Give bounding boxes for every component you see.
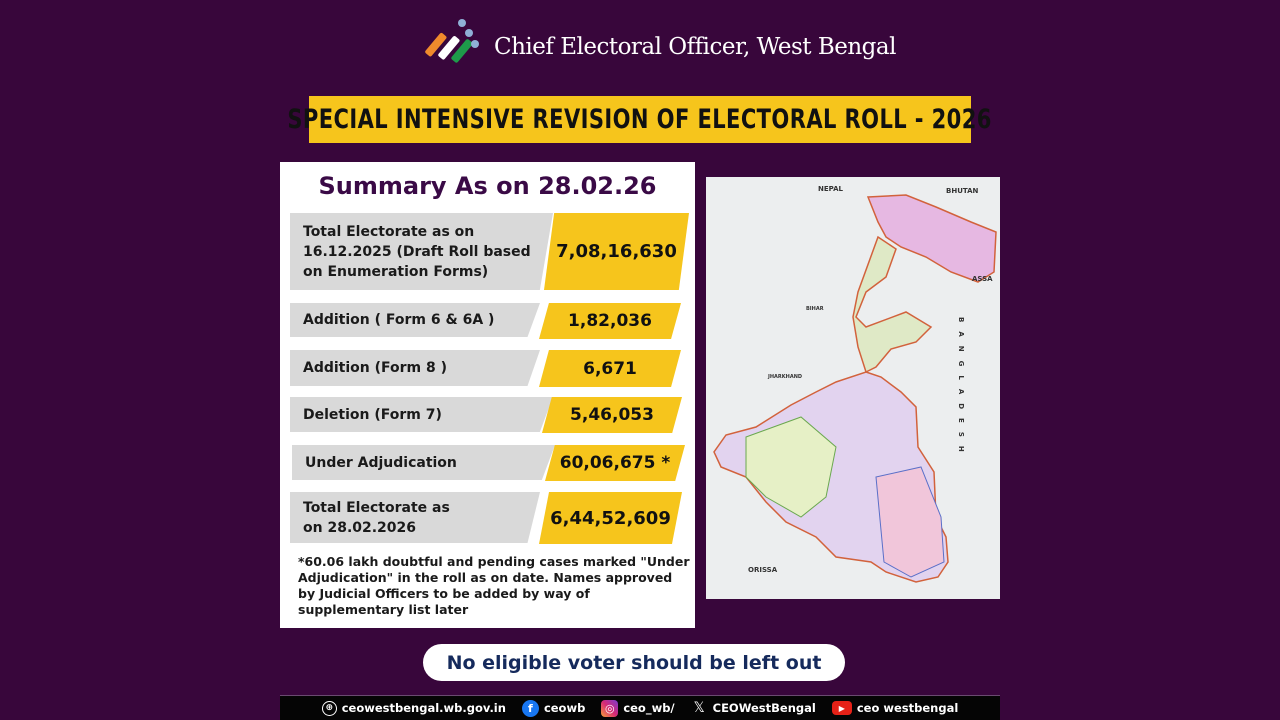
x-icon: 𝕏	[693, 700, 705, 716]
organization-name: Chief Electoral Officer, West Bengal	[494, 34, 896, 60]
row-label-final-electorate: Total Electorate as on 28.02.2026	[290, 492, 540, 543]
ballot-tick-logo-icon	[425, 19, 479, 63]
map-delta-districts	[875, 466, 945, 578]
slogan-pill: No eligible voter should be left out	[423, 644, 845, 681]
globe-icon: ⊕	[321, 700, 337, 716]
banner-title: SPECIAL INTENSIVE REVISION OF ELECTORAL …	[287, 104, 993, 135]
social-footer: ⊕ ceowestbengal.wb.gov.in f ceowb ◎ ceo_wb/…	[280, 695, 1000, 720]
map-north-region	[866, 194, 997, 283]
facebook-icon: f	[521, 699, 539, 717]
map-label-nepal: NEPAL	[818, 185, 844, 193]
row-label-under-adjudication: Under Adjudication	[292, 445, 555, 480]
row-label-deletion-form7: Deletion (Form 7)	[290, 397, 553, 432]
row-value-final-electorate: 6,44,52,609	[539, 492, 682, 544]
summary-panel: Summary As on 28.02.26 Total Electorate …	[280, 162, 695, 628]
youtube-icon: ▶	[831, 701, 852, 715]
sir-banner: SPECIAL INTENSIVE REVISION OF ELECTORAL …	[288, 96, 992, 143]
map-label-orissa: ORISSA	[748, 566, 778, 574]
row-label-addition-form6: Addition ( Form 6 & 6A )	[290, 303, 540, 337]
west-bengal-map: NEPAL BHUTAN ASSA BIHAR JHARKHAND ORISSA…	[706, 177, 1000, 599]
row-value-deletion-form7: 5,46,053	[542, 397, 682, 433]
footer-youtube[interactable]: ▶ ceo westbengal	[831, 701, 959, 715]
footnote: *60.06 lakh doubtful and pending cases m…	[298, 554, 690, 617]
row-value-addition-form6: 1,82,036	[539, 303, 681, 339]
row-value-draft-electorate: 7,08,16,630	[544, 213, 689, 290]
instagram-icon: ◎	[601, 699, 619, 717]
map-mid-corridor	[852, 235, 933, 374]
footer-instagram[interactable]: ◎ ceo_wb/	[601, 699, 675, 717]
map-label-bangladesh: BANGLADESH	[957, 317, 965, 461]
row-label-draft-electorate: Total Electorate as on 16.12.2025 (Draft…	[290, 213, 553, 290]
footer-website[interactable]: ⊕ ceowestbengal.wb.gov.in	[321, 700, 506, 716]
footer-x-text: CEOWestBengal	[712, 701, 816, 715]
footer-facebook[interactable]: f ceowb	[521, 699, 586, 717]
map-label-assam: ASSA	[972, 275, 993, 283]
footer-instagram-text: ceo_wb/	[623, 701, 675, 715]
footer-x[interactable]: 𝕏 CEOWestBengal	[691, 700, 816, 717]
summary-title: Summary As on 28.02.26	[318, 172, 657, 200]
footer-youtube-text: ceo westbengal	[856, 701, 959, 715]
row-label-addition-form8: Addition (Form 8 )	[290, 350, 540, 386]
footer-website-text: ceowestbengal.wb.gov.in	[341, 701, 506, 715]
footer-facebook-text: ceowb	[543, 701, 586, 715]
row-value-addition-form8: 6,671	[539, 350, 681, 387]
map-label-bihar: BIHAR	[806, 306, 824, 312]
map-label-bhutan: BHUTAN	[946, 187, 979, 195]
map-south-west-districts	[745, 416, 837, 518]
row-value-under-adjudication: 60,06,675 *	[545, 445, 685, 481]
map-label-jharkhand: JHARKHAND	[767, 374, 802, 380]
